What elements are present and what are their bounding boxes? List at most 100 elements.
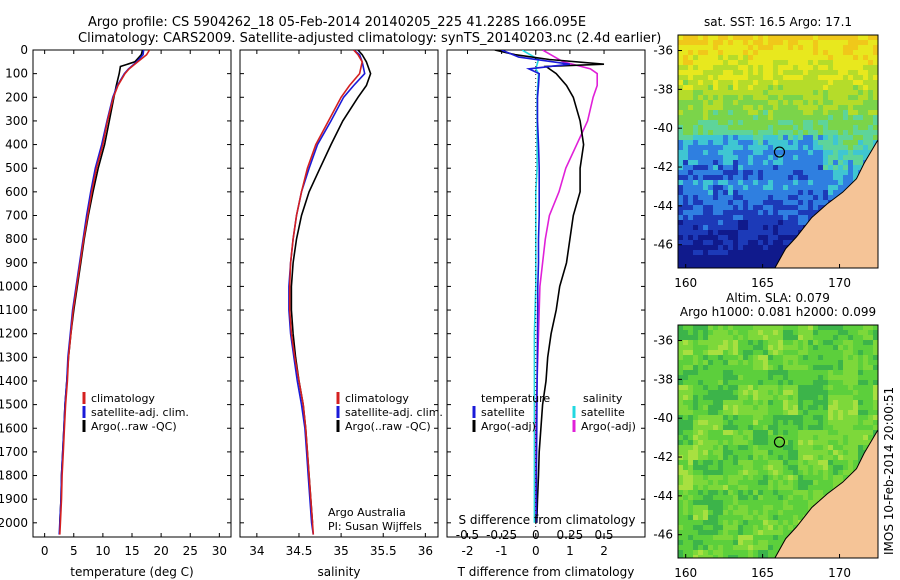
map-cell: [753, 255, 759, 261]
map-cell: [773, 435, 779, 441]
map-cell: [858, 335, 864, 341]
map-cell: [798, 460, 804, 466]
map-cell: [848, 120, 854, 126]
map-cell: [853, 325, 859, 331]
map-cell: [848, 40, 854, 46]
map-cell: [683, 145, 689, 151]
map-cell: [803, 85, 809, 91]
map-cell: [683, 50, 689, 56]
map-cell: [803, 480, 809, 486]
map-cell: [853, 130, 859, 136]
map-cell: [863, 100, 869, 106]
map-cell: [763, 435, 769, 441]
map-cell: [733, 265, 739, 268]
map-cell: [723, 140, 729, 146]
map-cell: [873, 40, 878, 46]
map-cell: [728, 60, 734, 66]
map-cell: [733, 485, 739, 491]
salinity-profile-lines: [288, 50, 372, 535]
map-cell: [698, 470, 704, 476]
map-cell: [823, 65, 829, 71]
map-cell: [728, 450, 734, 456]
map-cell: [823, 335, 829, 341]
map-cell: [748, 145, 754, 151]
map-cell: [753, 490, 759, 496]
map-cell: [703, 45, 709, 51]
map-cell: [698, 240, 704, 246]
map-cell: [683, 235, 689, 241]
map-cell: [783, 510, 789, 516]
map-cell: [773, 430, 779, 436]
map-cell: [798, 110, 804, 116]
header-line-2: Climatology: CARS2009. Satellite-adjuste…: [78, 31, 661, 46]
map-cell: [718, 250, 724, 256]
map-cell: [758, 495, 764, 501]
map-cell: [843, 385, 849, 391]
map-cell: [758, 185, 764, 191]
map-cell: [723, 340, 729, 346]
map-cell: [788, 495, 794, 501]
map-cell: [723, 360, 729, 366]
map-cell: [763, 155, 769, 161]
map-cell: [743, 60, 749, 66]
map-cell: [688, 220, 694, 226]
map-cell: [743, 360, 749, 366]
map-cell: [863, 375, 869, 381]
map-cell: [773, 255, 779, 261]
map-cell: [778, 375, 784, 381]
map-cell: [708, 405, 714, 411]
map-cell: [733, 140, 739, 146]
map-cell: [688, 210, 694, 216]
map-cell: [778, 325, 784, 331]
map-cell: [793, 85, 799, 91]
map-cell: [693, 400, 699, 406]
map-cell: [748, 435, 754, 441]
map-cell: [683, 110, 689, 116]
map-cell: [738, 245, 744, 251]
map-cell: [753, 350, 759, 356]
map-cell: [693, 155, 699, 161]
map-cell: [718, 425, 724, 431]
map-cell: [858, 375, 864, 381]
map-cell: [768, 420, 774, 426]
map-cell: [753, 465, 759, 471]
map-cell: [803, 510, 809, 516]
x-tick-label: 35: [333, 544, 348, 558]
map-cell: [748, 545, 754, 551]
map-cell: [763, 215, 769, 221]
map-cell: [818, 415, 824, 421]
map-cell: [708, 75, 714, 81]
map-cell: [793, 370, 799, 376]
map-cell: [728, 120, 734, 126]
map-cell: [733, 540, 739, 546]
map-cell: [873, 345, 878, 351]
map-cell: [828, 390, 834, 396]
map-cell: [783, 120, 789, 126]
map-cell: [783, 495, 789, 501]
map-cell: [863, 150, 869, 156]
map-cell: [793, 400, 799, 406]
map-cell: [768, 360, 774, 366]
map-cell: [708, 65, 714, 71]
map-cell: [748, 375, 754, 381]
map-cell: [768, 405, 774, 411]
map-cell: [698, 250, 704, 256]
map-cell: [793, 220, 799, 226]
map-cell: [683, 330, 689, 336]
map-cell: [723, 395, 729, 401]
map-cell: [683, 175, 689, 181]
map-cell: [778, 410, 784, 416]
map-cell: [813, 495, 819, 501]
map-cell: [813, 365, 819, 371]
map-cell: [763, 525, 769, 531]
map-cell: [768, 390, 774, 396]
map-cell: [868, 145, 874, 151]
map-cell: [733, 520, 739, 526]
map-cell: [688, 475, 694, 481]
map-cell: [703, 55, 709, 61]
map-cell: [743, 255, 749, 261]
map-cell: [788, 190, 794, 196]
legend-label-satellite: satellite-adj. clim.: [345, 406, 443, 419]
map-cell: [763, 130, 769, 136]
map-cell: [773, 95, 779, 101]
